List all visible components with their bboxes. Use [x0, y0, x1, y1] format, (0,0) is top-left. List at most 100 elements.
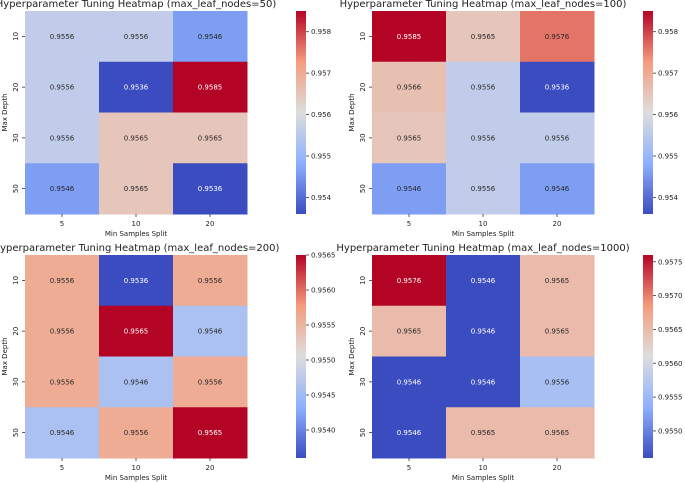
cell-value-label: 0.9565 [124, 328, 149, 336]
cell-value-label: 0.9546 [545, 185, 570, 193]
colorbar-tick-label: 0.955 [311, 153, 331, 161]
y-axis-label: Max Depth [348, 337, 356, 375]
heatmap-cell [99, 11, 174, 63]
cell-value-label: 0.9556 [545, 134, 570, 142]
x-tick-label: 5 [407, 220, 411, 228]
heatmap-cell [372, 255, 447, 307]
colorbar-tick-label: 0.9560 [658, 360, 683, 368]
cell-value-label: 0.9546 [471, 277, 496, 285]
cell-value-label: 0.9556 [198, 277, 223, 285]
colorbar-tick-label: 0.9570 [658, 292, 683, 300]
heatmap-cell [25, 255, 100, 307]
y-tick-label: 50 [359, 184, 367, 193]
y-tick-label: 30 [359, 377, 367, 386]
cell-value-label: 0.9556 [471, 84, 496, 92]
y-tick-label: 30 [359, 133, 367, 142]
heatmap-cell [173, 407, 248, 459]
colorbar-tick-label: 0.957 [311, 70, 331, 78]
heatmap-cell [520, 112, 595, 164]
cell-value-label: 0.9556 [50, 33, 75, 41]
y-tick-label: 50 [12, 184, 20, 193]
cell-value-label: 0.9556 [471, 134, 496, 142]
cell-value-label: 0.9536 [198, 185, 223, 193]
cell-value-label: 0.9556 [50, 277, 75, 285]
y-tick-label: 50 [12, 428, 20, 437]
colorbar [296, 255, 306, 458]
chart-title: Hyperparameter Tuning Heatmap (max_leaf_… [0, 243, 280, 254]
colorbar-tick-label: 0.9545 [311, 392, 336, 400]
y-tick-label: 50 [359, 428, 367, 437]
heatmap-cell [99, 112, 174, 164]
chart-title: Hyperparameter Tuning Heatmap (max_leaf_… [0, 0, 276, 10]
heatmap-panel-1: Hyperparameter Tuning Heatmap (max_leaf_… [0, 0, 332, 238]
cell-value-label: 0.9565 [397, 134, 422, 142]
cell-value-label: 0.9556 [50, 84, 75, 92]
heatmap-cell [372, 407, 447, 459]
x-tick-label: 20 [553, 464, 562, 472]
cell-value-label: 0.9536 [545, 84, 570, 92]
heatmap-cell [372, 163, 447, 215]
heatmap-cell [25, 163, 100, 215]
heatmap-cell [446, 356, 521, 408]
heatmap-panel-3: Hyperparameter Tuning Heatmap (max_leaf_… [0, 243, 336, 482]
y-tick-label: 20 [12, 83, 20, 92]
cell-value-label: 0.9546 [471, 378, 496, 386]
heatmap-cell [520, 305, 595, 357]
cell-value-label: 0.9556 [124, 429, 149, 437]
cell-value-label: 0.9546 [124, 378, 149, 386]
chart-title: Hyperparameter Tuning Heatmap (max_leaf_… [336, 243, 629, 254]
y-tick-label: 30 [12, 133, 20, 142]
cell-value-label: 0.9556 [545, 378, 570, 386]
cell-value-label: 0.9565 [545, 429, 570, 437]
heatmap-cell [99, 305, 174, 357]
colorbar-tick-label: 0.9540 [311, 427, 336, 435]
y-axis-label: Max Depth [1, 93, 9, 131]
y-tick-label: 10 [12, 32, 20, 41]
heatmap-cell [372, 305, 447, 357]
colorbar [296, 11, 306, 214]
cell-value-label: 0.9546 [471, 328, 496, 336]
cell-value-label: 0.9556 [50, 378, 75, 386]
heatmap-cell [173, 356, 248, 408]
y-tick-label: 10 [359, 32, 367, 41]
x-tick-label: 10 [132, 220, 141, 228]
heatmap-cell [372, 61, 447, 113]
heatmap-cell [25, 112, 100, 164]
cell-value-label: 0.9565 [545, 277, 570, 285]
cell-value-label: 0.9546 [50, 185, 75, 193]
colorbar [643, 255, 653, 458]
heatmap-cell [520, 356, 595, 408]
colorbar-tick-label: 0.9560 [311, 287, 336, 295]
x-tick-label: 10 [479, 220, 488, 228]
colorbar-tick-label: 0.9555 [311, 322, 336, 330]
x-tick-label: 5 [407, 464, 411, 472]
heatmap-cell [173, 163, 248, 215]
cell-value-label: 0.9546 [50, 429, 75, 437]
cell-value-label: 0.9565 [124, 185, 149, 193]
cell-value-label: 0.9565 [471, 429, 496, 437]
x-tick-label: 5 [60, 220, 64, 228]
y-tick-label: 10 [12, 276, 20, 285]
cell-value-label: 0.9536 [124, 277, 149, 285]
heatmap-cell [25, 61, 100, 113]
cell-value-label: 0.9556 [124, 33, 149, 41]
cell-value-label: 0.9565 [397, 328, 422, 336]
cell-value-label: 0.9565 [545, 328, 570, 336]
heatmap-panel-2: Hyperparameter Tuning Heatmap (max_leaf_… [340, 0, 679, 238]
colorbar-tick-label: 0.957 [658, 70, 678, 78]
colorbar-tick-label: 0.9550 [311, 357, 336, 365]
cell-value-label: 0.9576 [545, 33, 570, 41]
cell-value-label: 0.9546 [397, 429, 422, 437]
heatmap-cell [520, 11, 595, 63]
heatmap-cell [173, 305, 248, 357]
x-axis-label: Min Samples Split [452, 230, 515, 238]
heatmap-cell [446, 112, 521, 164]
colorbar [643, 11, 653, 214]
heatmap-cell [520, 255, 595, 307]
heatmap-cell [99, 61, 174, 113]
heatmap-panel-4: Hyperparameter Tuning Heatmap (max_leaf_… [336, 243, 682, 482]
heatmap-cell [372, 112, 447, 164]
heatmap-cell [520, 163, 595, 215]
cell-value-label: 0.9585 [397, 33, 422, 41]
